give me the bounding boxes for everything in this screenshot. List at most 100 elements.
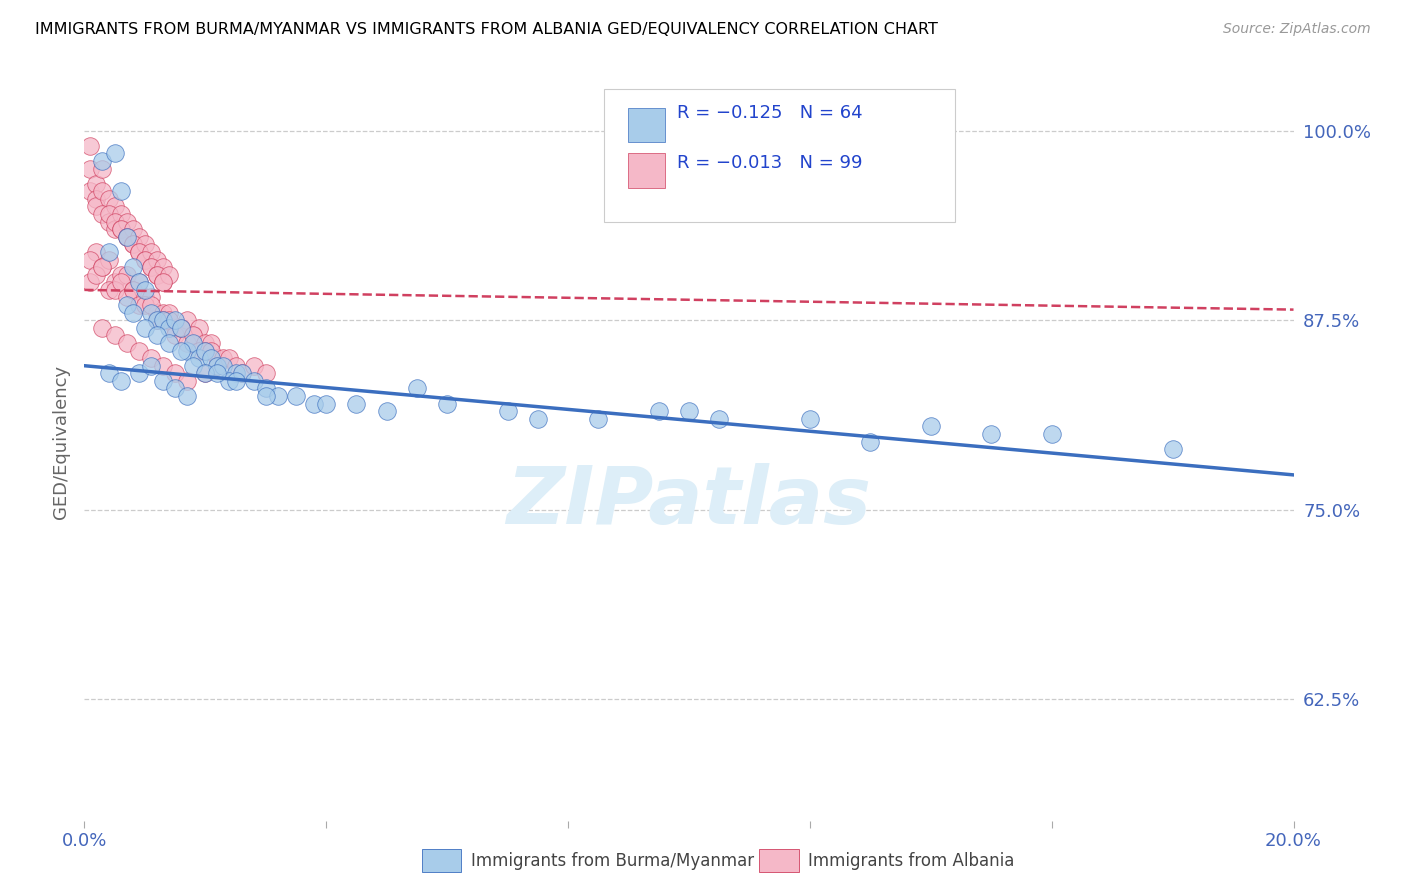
Point (115, 298, 138, 312)
Point (110, 207, 132, 221)
Point (194, 343, 217, 358)
Point (859, 434, 882, 449)
Point (128, 229, 150, 244)
Point (152, 359, 174, 373)
Point (181, 328, 204, 343)
Text: Immigrants from Burma/Myanmar: Immigrants from Burma/Myanmar (471, 852, 754, 870)
Point (146, 268, 169, 282)
Point (139, 298, 162, 312)
Point (146, 313, 169, 327)
Point (176, 343, 198, 358)
Point (588, 412, 610, 426)
Point (1161, 442, 1184, 456)
Point (139, 359, 162, 373)
Point (207, 359, 229, 373)
Point (200, 351, 222, 366)
Point (128, 366, 150, 380)
Point (152, 306, 174, 320)
Point (121, 237, 143, 252)
Point (170, 343, 193, 358)
Text: Immigrants from Albania: Immigrants from Albania (808, 852, 1015, 870)
Point (188, 321, 211, 335)
Point (242, 374, 264, 388)
Text: R = −0.125   N = 64: R = −0.125 N = 64 (676, 104, 862, 122)
Point (181, 336, 204, 351)
Point (146, 252, 169, 267)
Point (648, 404, 671, 418)
Point (980, 426, 1002, 441)
Point (134, 298, 156, 312)
Point (86, 177, 108, 191)
Point (194, 366, 217, 380)
Point (79, 138, 101, 153)
Point (346, 397, 368, 411)
Text: ZIPatlas: ZIPatlas (506, 463, 872, 541)
Point (920, 419, 942, 434)
Point (678, 404, 700, 418)
Point (146, 313, 169, 327)
Point (176, 374, 198, 388)
Point (254, 389, 277, 403)
Point (128, 298, 150, 312)
Point (134, 283, 156, 297)
Point (134, 321, 156, 335)
Point (86, 244, 108, 259)
Point (200, 343, 222, 358)
Point (181, 328, 204, 343)
Point (97, 215, 120, 229)
Point (152, 374, 174, 388)
Point (194, 366, 217, 380)
Point (254, 366, 277, 380)
Point (242, 359, 264, 373)
Point (110, 185, 132, 199)
FancyBboxPatch shape (628, 108, 665, 142)
Point (231, 366, 253, 380)
Point (104, 276, 127, 290)
Point (115, 229, 138, 244)
Point (165, 313, 187, 327)
Point (375, 404, 398, 418)
Point (406, 382, 429, 396)
Point (165, 366, 187, 380)
Point (152, 313, 174, 327)
Point (799, 412, 821, 426)
Point (121, 237, 143, 252)
Point (146, 268, 169, 282)
Point (134, 291, 156, 305)
Point (157, 306, 180, 320)
Point (91, 260, 114, 274)
Point (110, 268, 132, 282)
Point (212, 359, 235, 373)
Point (152, 276, 174, 290)
Point (91, 153, 114, 168)
Point (91, 207, 114, 221)
Point (225, 366, 247, 380)
Text: IMMIGRANTS FROM BURMA/MYANMAR VS IMMIGRANTS FROM ALBANIA GED/EQUIVALENCY CORRELA: IMMIGRANTS FROM BURMA/MYANMAR VS IMMIGRA… (35, 22, 938, 37)
Point (97, 244, 120, 259)
Point (128, 244, 150, 259)
Point (110, 222, 132, 236)
Point (194, 343, 217, 358)
Point (97, 366, 120, 380)
Point (139, 244, 162, 259)
Point (139, 260, 162, 274)
Point (152, 313, 174, 327)
Point (315, 397, 337, 411)
Y-axis label: GED/Equivalency: GED/Equivalency (52, 365, 70, 518)
Point (121, 306, 143, 320)
Point (97, 252, 120, 267)
Point (86, 200, 108, 214)
Point (128, 276, 150, 290)
Point (121, 283, 143, 297)
FancyBboxPatch shape (605, 89, 955, 222)
Point (115, 229, 138, 244)
Point (91, 185, 114, 199)
Point (170, 321, 193, 335)
Point (157, 321, 180, 335)
Point (121, 283, 143, 297)
Point (170, 321, 193, 335)
Point (207, 366, 229, 380)
Point (79, 185, 101, 199)
Point (115, 291, 138, 305)
Point (1040, 426, 1063, 441)
